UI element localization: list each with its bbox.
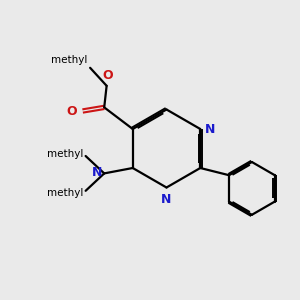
Text: methyl: methyl: [47, 188, 83, 198]
Text: O: O: [103, 69, 113, 82]
Text: methyl: methyl: [51, 55, 88, 65]
Text: N: N: [205, 122, 215, 136]
Text: methyl: methyl: [47, 149, 83, 159]
Text: O: O: [67, 104, 77, 118]
Text: N: N: [161, 193, 171, 206]
Text: N: N: [92, 166, 102, 179]
